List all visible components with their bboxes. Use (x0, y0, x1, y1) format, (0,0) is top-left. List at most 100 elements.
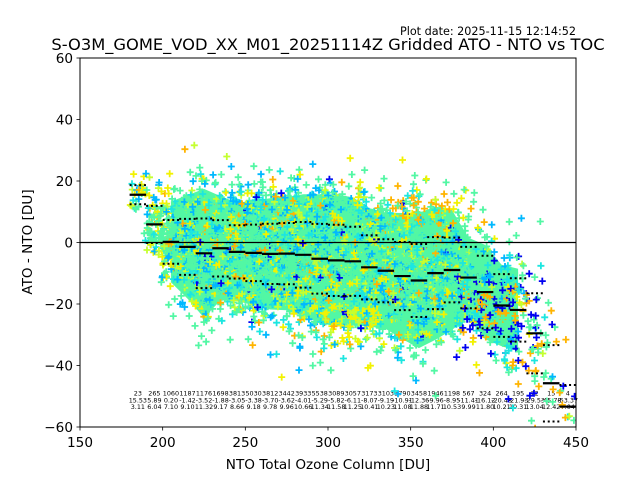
scatter-point (257, 170, 265, 178)
scatter-point (507, 325, 515, 333)
scatter-point (333, 282, 341, 290)
scatter-point (343, 297, 351, 305)
bin-std-label: 9.78 (263, 403, 277, 411)
scatter-point (264, 204, 272, 212)
bin-count-label: 5030 (245, 390, 261, 398)
scatter-point (190, 257, 198, 265)
scatter-point (369, 291, 377, 299)
scatter-point (449, 332, 457, 340)
scatter-point (524, 317, 532, 325)
scatter-point (210, 269, 218, 277)
bin-count-label: 3933 (295, 390, 311, 398)
scatter-point (556, 389, 564, 397)
scatter-point (487, 350, 495, 358)
scatter-point (528, 346, 536, 353)
scatter-point (249, 269, 257, 277)
bin-median-label: -3.05 (229, 396, 246, 404)
scatter-point (252, 193, 260, 201)
scatter-point (427, 258, 435, 266)
scatter-point (534, 424, 536, 427)
bin-std-label: 7.10 (164, 403, 178, 411)
bin-median-label: -16.12 (475, 396, 496, 404)
scatter-point (424, 229, 432, 237)
scatter-point (526, 392, 534, 400)
bin-median-label: -3.38 (245, 396, 262, 404)
scatter-point (491, 351, 499, 359)
scatter-point (466, 254, 474, 262)
scatter-point (507, 292, 515, 300)
scatter-point (450, 205, 457, 213)
bin-count-label: 264 (495, 390, 507, 398)
scatter-point (519, 262, 527, 270)
bin-count-label: 3813 (229, 390, 245, 398)
scatter-point (410, 201, 418, 209)
scatter-point (401, 312, 409, 320)
bin-std-label: 11.80 (476, 403, 494, 411)
scatter-point (480, 247, 488, 255)
scatter-point (533, 334, 540, 341)
scatter-point (484, 261, 492, 269)
scatter-point (161, 269, 168, 277)
scatter-point (542, 369, 550, 377)
scatter-point (199, 293, 207, 301)
scatter-point (381, 297, 389, 305)
bin-count-label: 1060 (163, 390, 179, 398)
scatter-point (339, 355, 347, 362)
scatter-point (393, 304, 401, 312)
bin-median-label: -3.62 (278, 396, 295, 404)
scatter-point (442, 328, 450, 336)
scatter-point (348, 171, 356, 178)
scatter-point (265, 166, 273, 174)
scatter-point (534, 342, 541, 350)
scatter-point (380, 303, 388, 311)
scatter-point (539, 350, 547, 357)
scatter-point (327, 328, 335, 336)
scatter-point (224, 289, 232, 297)
scatter-point (329, 181, 337, 189)
scatter-point (290, 260, 298, 268)
bin-median-label: 5.89 (147, 396, 161, 404)
scatter-point (511, 269, 519, 277)
scatter-point (233, 235, 241, 243)
scatter-point (459, 253, 467, 261)
bin-count-label: 3442 (279, 390, 295, 398)
scatter-point (457, 194, 465, 202)
scatter-point (186, 291, 194, 298)
scatter-point (228, 181, 236, 189)
scatter-point (468, 258, 476, 266)
scatter-point (488, 298, 496, 306)
scatter-point (357, 342, 365, 350)
scatter-point (522, 362, 530, 370)
scatter-point (162, 208, 170, 216)
scatter-point (482, 313, 490, 321)
scatter-point (292, 193, 300, 200)
scatter-point (234, 173, 242, 181)
scatter-point (320, 229, 328, 237)
scatter-point (515, 348, 523, 356)
scatter-point (271, 279, 279, 287)
scatter-point (446, 246, 454, 254)
scatter-point (449, 318, 457, 326)
scatter-point (255, 319, 263, 326)
bin-std-label: 9.17 (213, 403, 227, 411)
scatter-point (323, 301, 331, 309)
scatter-point (504, 265, 512, 273)
scatter-point (182, 232, 190, 240)
scatter-point (449, 237, 457, 245)
scatter-point (338, 217, 346, 225)
scatter-point (409, 293, 417, 301)
scatter-point (280, 276, 288, 284)
bin-median-label: 15.53 (129, 396, 147, 404)
scatter-point (262, 281, 270, 289)
scatter-point (306, 307, 314, 315)
scatter-point (373, 348, 381, 356)
scatter-point (256, 328, 264, 335)
scatter-point (307, 322, 314, 329)
bin-std-label: 13.04 (526, 403, 544, 411)
scatter-point (295, 200, 303, 208)
scatter-point (273, 319, 281, 327)
scatter-point (506, 251, 514, 259)
scatter-point (295, 331, 303, 339)
bin-std-label: 11.88 (410, 403, 428, 411)
scatter-point (402, 198, 410, 205)
